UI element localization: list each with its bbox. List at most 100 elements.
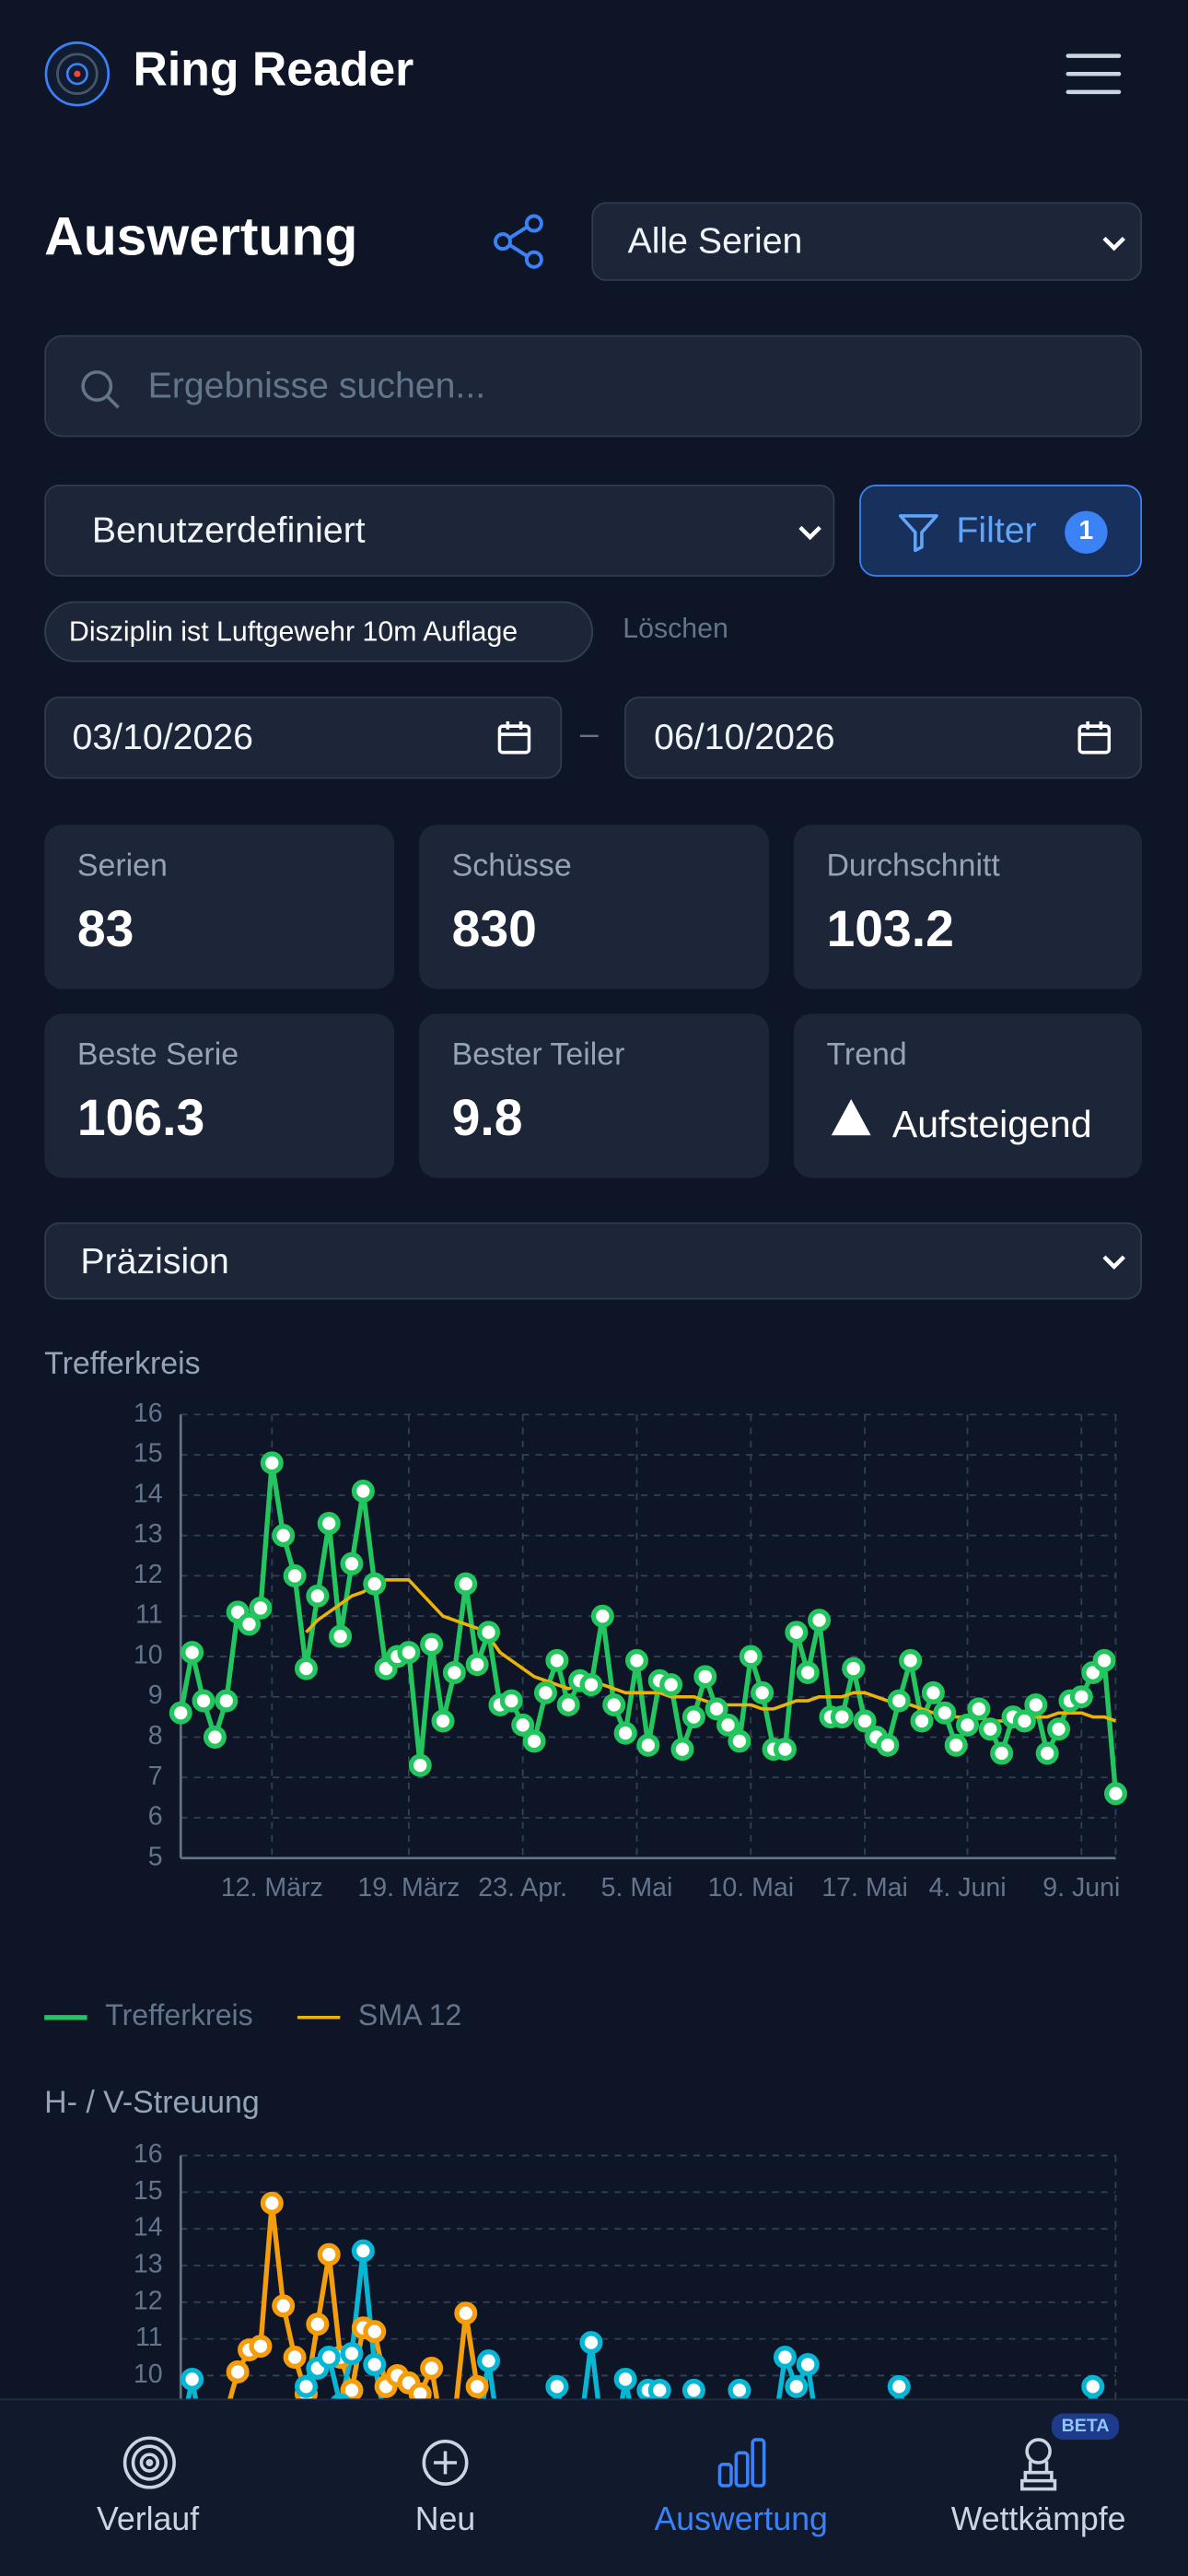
data-point bbox=[887, 2374, 911, 2398]
data-point bbox=[522, 1729, 546, 1753]
stat-label: Serien bbox=[76, 849, 168, 884]
nav-item[interactable]: Auswertung bbox=[593, 2400, 889, 2576]
data-point bbox=[203, 1726, 227, 1749]
nav-item[interactable]: Verlauf bbox=[0, 2400, 296, 2576]
data-point bbox=[294, 2374, 318, 2398]
data-point bbox=[785, 2374, 809, 2398]
data-point bbox=[613, 1721, 637, 1745]
date-from-text: 03/10/2026 bbox=[72, 716, 253, 758]
data-point bbox=[933, 1701, 957, 1725]
data-point bbox=[1047, 1717, 1071, 1741]
x-tick-label: 19. März bbox=[357, 1873, 460, 1903]
stat-value: Aufsteigend bbox=[891, 1102, 1092, 1145]
page-title: Auswertung bbox=[44, 205, 358, 266]
data-point bbox=[465, 1653, 489, 1677]
search-placeholder: Ergebnisse suchen... bbox=[147, 364, 486, 406]
filter-chip[interactable]: Disziplin ist Luftgewehr 10m Auflage bbox=[44, 601, 594, 662]
data-point bbox=[317, 2242, 341, 2266]
data-point bbox=[477, 2349, 501, 2372]
data-point bbox=[624, 1648, 648, 1672]
y-tick-label: 10 bbox=[134, 2359, 163, 2389]
date-from[interactable]: 03/10/2026 bbox=[44, 697, 563, 779]
y-tick-label: 15 bbox=[134, 2176, 163, 2206]
data-point bbox=[363, 2353, 387, 2376]
nav-label: Verlauf bbox=[97, 2501, 200, 2539]
nav-item[interactable]: Neu bbox=[297, 2400, 593, 2576]
data-point bbox=[613, 2367, 637, 2391]
data-point bbox=[990, 1741, 1014, 1765]
y-tick-label: 14 bbox=[134, 2213, 163, 2242]
nav-label: Wettkämpfe bbox=[950, 2501, 1126, 2539]
data-point bbox=[579, 2331, 603, 2355]
stat-label: Trend bbox=[826, 1037, 907, 1073]
data-point bbox=[283, 2346, 307, 2370]
filter-icon bbox=[898, 514, 938, 553]
menu-button[interactable] bbox=[1060, 46, 1125, 102]
chevron bbox=[798, 525, 821, 541]
data-point bbox=[465, 2374, 489, 2398]
trend-icon bbox=[831, 1098, 871, 1136]
share-button[interactable] bbox=[490, 212, 549, 271]
date-to[interactable]: 06/10/2026 bbox=[623, 697, 1143, 779]
metric-select[interactable]: Präzision bbox=[44, 1222, 1143, 1300]
x-tick-label: 5. Mai bbox=[601, 1873, 673, 1903]
calendar-icon bbox=[497, 720, 531, 755]
clear-filter[interactable]: Löschen bbox=[623, 613, 728, 645]
filter-label: Filter bbox=[956, 509, 1037, 551]
data-point bbox=[978, 1717, 1002, 1741]
data-point bbox=[351, 1480, 375, 1503]
data-point bbox=[579, 1673, 603, 1697]
data-point bbox=[1069, 1685, 1093, 1709]
bottom-nav: Verlauf Neu Auswertung BETA Wettkämpfe bbox=[0, 2398, 1188, 2576]
data-point bbox=[910, 1709, 934, 1733]
chevron bbox=[1102, 1255, 1125, 1270]
data-point bbox=[511, 1713, 535, 1737]
y-tick-label: 13 bbox=[134, 2250, 163, 2279]
data-point bbox=[853, 1709, 877, 1733]
data-point bbox=[1092, 1648, 1116, 1672]
data-point bbox=[693, 1665, 717, 1689]
y-tick-label: 12 bbox=[134, 1560, 163, 1589]
data-point bbox=[306, 1584, 330, 1608]
data-point bbox=[294, 1657, 318, 1680]
data-point bbox=[796, 1660, 820, 1684]
data-point bbox=[238, 1612, 262, 1636]
data-point bbox=[329, 1624, 353, 1648]
data-point bbox=[226, 2359, 250, 2383]
nav-item[interactable]: BETA Wettkämpfe bbox=[891, 2400, 1186, 2576]
x-tick-label: 9. Juni bbox=[1042, 1873, 1120, 1903]
stat-label: Bester Teiler bbox=[451, 1037, 625, 1073]
series-select[interactable]: Alle Serien bbox=[591, 202, 1143, 281]
data-point bbox=[420, 1633, 444, 1657]
data-point bbox=[681, 2378, 705, 2402]
data-point bbox=[716, 1713, 740, 1737]
filter-button[interactable]: Filter 1 bbox=[859, 485, 1143, 577]
data-point bbox=[169, 1701, 192, 1725]
data-point bbox=[899, 1648, 923, 1672]
data-point bbox=[1024, 1692, 1048, 1716]
stat-card: Trend Aufsteigend bbox=[793, 1013, 1143, 1178]
data-point bbox=[681, 1705, 705, 1729]
y-tick-label: 11 bbox=[135, 1600, 163, 1630]
stat-card: Durchschnitt 103.2 bbox=[793, 825, 1143, 989]
data-point bbox=[272, 1524, 296, 1548]
data-point bbox=[751, 1680, 775, 1704]
search-box[interactable]: Ergebnisse suchen... bbox=[44, 334, 1143, 438]
data-point bbox=[773, 2346, 797, 2370]
data-point bbox=[408, 1753, 432, 1777]
data-point bbox=[317, 2346, 341, 2370]
data-point bbox=[351, 2239, 375, 2263]
data-point bbox=[944, 1733, 968, 1757]
data-point bbox=[1103, 1782, 1127, 1806]
data-point bbox=[1012, 1709, 1036, 1733]
data-point bbox=[1035, 1741, 1059, 1765]
y-tick-label: 16 bbox=[134, 1399, 163, 1428]
logo bbox=[44, 41, 111, 107]
nav-icon bbox=[1019, 2438, 1057, 2491]
range-select[interactable]: Benutzerdefiniert bbox=[44, 485, 835, 577]
y-tick-label: 14 bbox=[134, 1479, 163, 1508]
stat-value: 83 bbox=[76, 900, 134, 958]
data-point bbox=[397, 1641, 421, 1665]
data-point bbox=[283, 1563, 307, 1587]
